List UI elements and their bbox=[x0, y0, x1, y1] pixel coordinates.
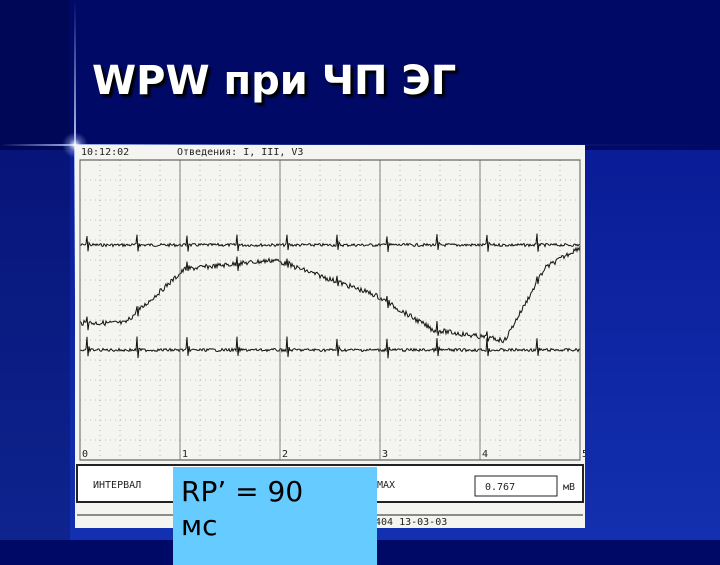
ecg-traces bbox=[79, 233, 581, 359]
ecg-trace bbox=[79, 233, 581, 252]
axis-label: 4 bbox=[482, 449, 488, 460]
ecg-header: 10:12:02 bbox=[81, 147, 129, 158]
ecg-axis: 0 1 2 3 4 5 bbox=[79, 160, 585, 460]
axis-label: 3 bbox=[382, 449, 388, 460]
ecg-value-box bbox=[474, 475, 558, 497]
ecg-recording: 10:12:02 Отведения: I, III, V3 0 1 2 3 4 5 ИН… bbox=[75, 145, 585, 528]
ecg-trace bbox=[79, 245, 581, 344]
axis-label: 0 bbox=[82, 449, 88, 460]
ecg-max-label: MAX bbox=[377, 480, 395, 491]
ecg-trace bbox=[79, 336, 581, 359]
ecg-unit: мВ bbox=[563, 482, 575, 493]
callout: RP’ = 90 мс bbox=[173, 467, 377, 565]
ecg-record: 404 13-03-03 bbox=[375, 517, 447, 528]
axis-label: 5 bbox=[582, 449, 585, 460]
axis-label: 2 bbox=[282, 449, 288, 460]
ecg-interval-label: ИНТЕРВАЛ bbox=[93, 480, 141, 491]
side-strip bbox=[0, 0, 70, 540]
slide-title: WPW при ЧП ЭГ bbox=[92, 58, 457, 104]
ecg-max-value: 0.767 bbox=[485, 482, 515, 493]
ecg-leads: Отведения: I, III, V3 bbox=[177, 147, 303, 158]
axis-label: 1 bbox=[182, 449, 188, 460]
